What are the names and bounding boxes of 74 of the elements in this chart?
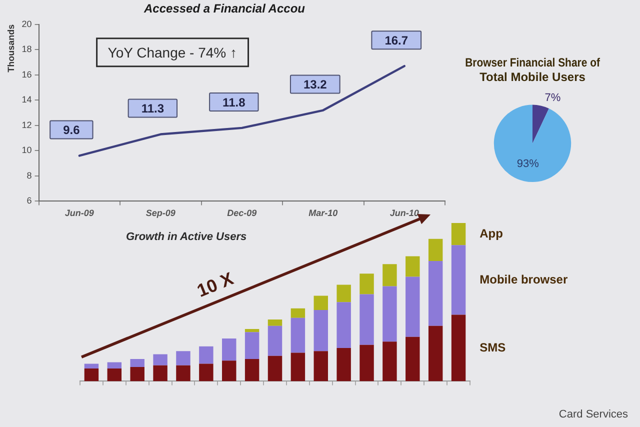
bar bbox=[406, 276, 420, 337]
y-tick-label: 20 bbox=[22, 18, 32, 29]
bar bbox=[360, 294, 374, 345]
bar bbox=[314, 351, 328, 382]
bar bbox=[244, 328, 260, 332]
bar bbox=[336, 302, 351, 348]
text: Card Services bbox=[558, 408, 628, 421]
bar bbox=[451, 314, 466, 382]
bar bbox=[382, 264, 397, 286]
chart-title: Browser Financial Share of Total Mobile Users bbox=[465, 56, 600, 84]
bar bbox=[451, 245, 466, 315]
data-label: 7% bbox=[544, 92, 561, 104]
y-tick-label: 10 bbox=[22, 145, 32, 156]
bar bbox=[336, 348, 351, 382]
bar bbox=[222, 360, 236, 382]
bar bbox=[199, 364, 214, 382]
data-label: 11.3 bbox=[141, 102, 164, 116]
y-tick-label: 16 bbox=[22, 69, 32, 80]
bar bbox=[107, 362, 122, 369]
x-tick-label: Jun-10 bbox=[390, 208, 419, 218]
bar bbox=[406, 336, 420, 382]
bar bbox=[406, 256, 420, 277]
bar bbox=[130, 359, 144, 367]
y-axis-title: Thousands bbox=[6, 24, 16, 72]
bar bbox=[290, 308, 306, 318]
bar bbox=[290, 352, 306, 382]
bar bbox=[153, 365, 168, 382]
bar bbox=[176, 351, 190, 366]
x-tick-label: Mar-10 bbox=[308, 208, 338, 218]
data-label: 93% bbox=[516, 158, 540, 170]
x-tick-label: Jun-09 bbox=[64, 208, 94, 218]
bar bbox=[153, 354, 168, 366]
y-tick-label: 6 bbox=[26, 196, 32, 206]
series-label: App bbox=[480, 226, 503, 240]
y-tick-label: 8 bbox=[26, 170, 32, 180]
bar bbox=[199, 346, 214, 364]
bar bbox=[130, 366, 144, 382]
x-tick-label: Dec-09 bbox=[227, 208, 257, 218]
series-label: SMS bbox=[480, 340, 506, 354]
bar bbox=[428, 326, 443, 382]
bar bbox=[314, 296, 328, 310]
y-tick-label: 18 bbox=[22, 44, 32, 54]
bar bbox=[244, 359, 260, 382]
bar bbox=[314, 310, 328, 352]
bar bbox=[360, 274, 374, 294]
bar bbox=[268, 320, 282, 326]
bar bbox=[290, 318, 306, 353]
bar bbox=[268, 326, 282, 356]
annotation: YoY Change - 74% ↑ bbox=[108, 44, 238, 60]
bar bbox=[428, 238, 443, 261]
chart-title: Accessed a Financial Accou bbox=[143, 2, 306, 16]
bar bbox=[428, 260, 443, 326]
bar bbox=[382, 342, 397, 382]
data-label: 11.8 bbox=[222, 95, 246, 110]
bar bbox=[268, 356, 282, 382]
bar bbox=[451, 223, 466, 246]
data-label: 16.7 bbox=[384, 33, 408, 48]
bar bbox=[84, 368, 99, 382]
bar bbox=[107, 368, 122, 382]
bar bbox=[336, 284, 351, 302]
bar bbox=[244, 332, 260, 360]
x-tick-label: Sep-09 bbox=[146, 208, 176, 218]
bar bbox=[176, 365, 190, 382]
series-label: Mobile browser bbox=[480, 272, 568, 286]
bar bbox=[84, 364, 99, 369]
y-tick-label: 14 bbox=[22, 94, 32, 105]
bar bbox=[222, 338, 236, 361]
text: Growth in Active Users bbox=[126, 231, 247, 244]
data-label: 9.6 bbox=[63, 123, 80, 138]
annotation: 10 X bbox=[194, 268, 236, 301]
bar bbox=[382, 286, 397, 342]
y-tick-label: 12 bbox=[22, 120, 32, 130]
bar bbox=[360, 344, 374, 382]
data-label: 13.2 bbox=[303, 78, 328, 92]
